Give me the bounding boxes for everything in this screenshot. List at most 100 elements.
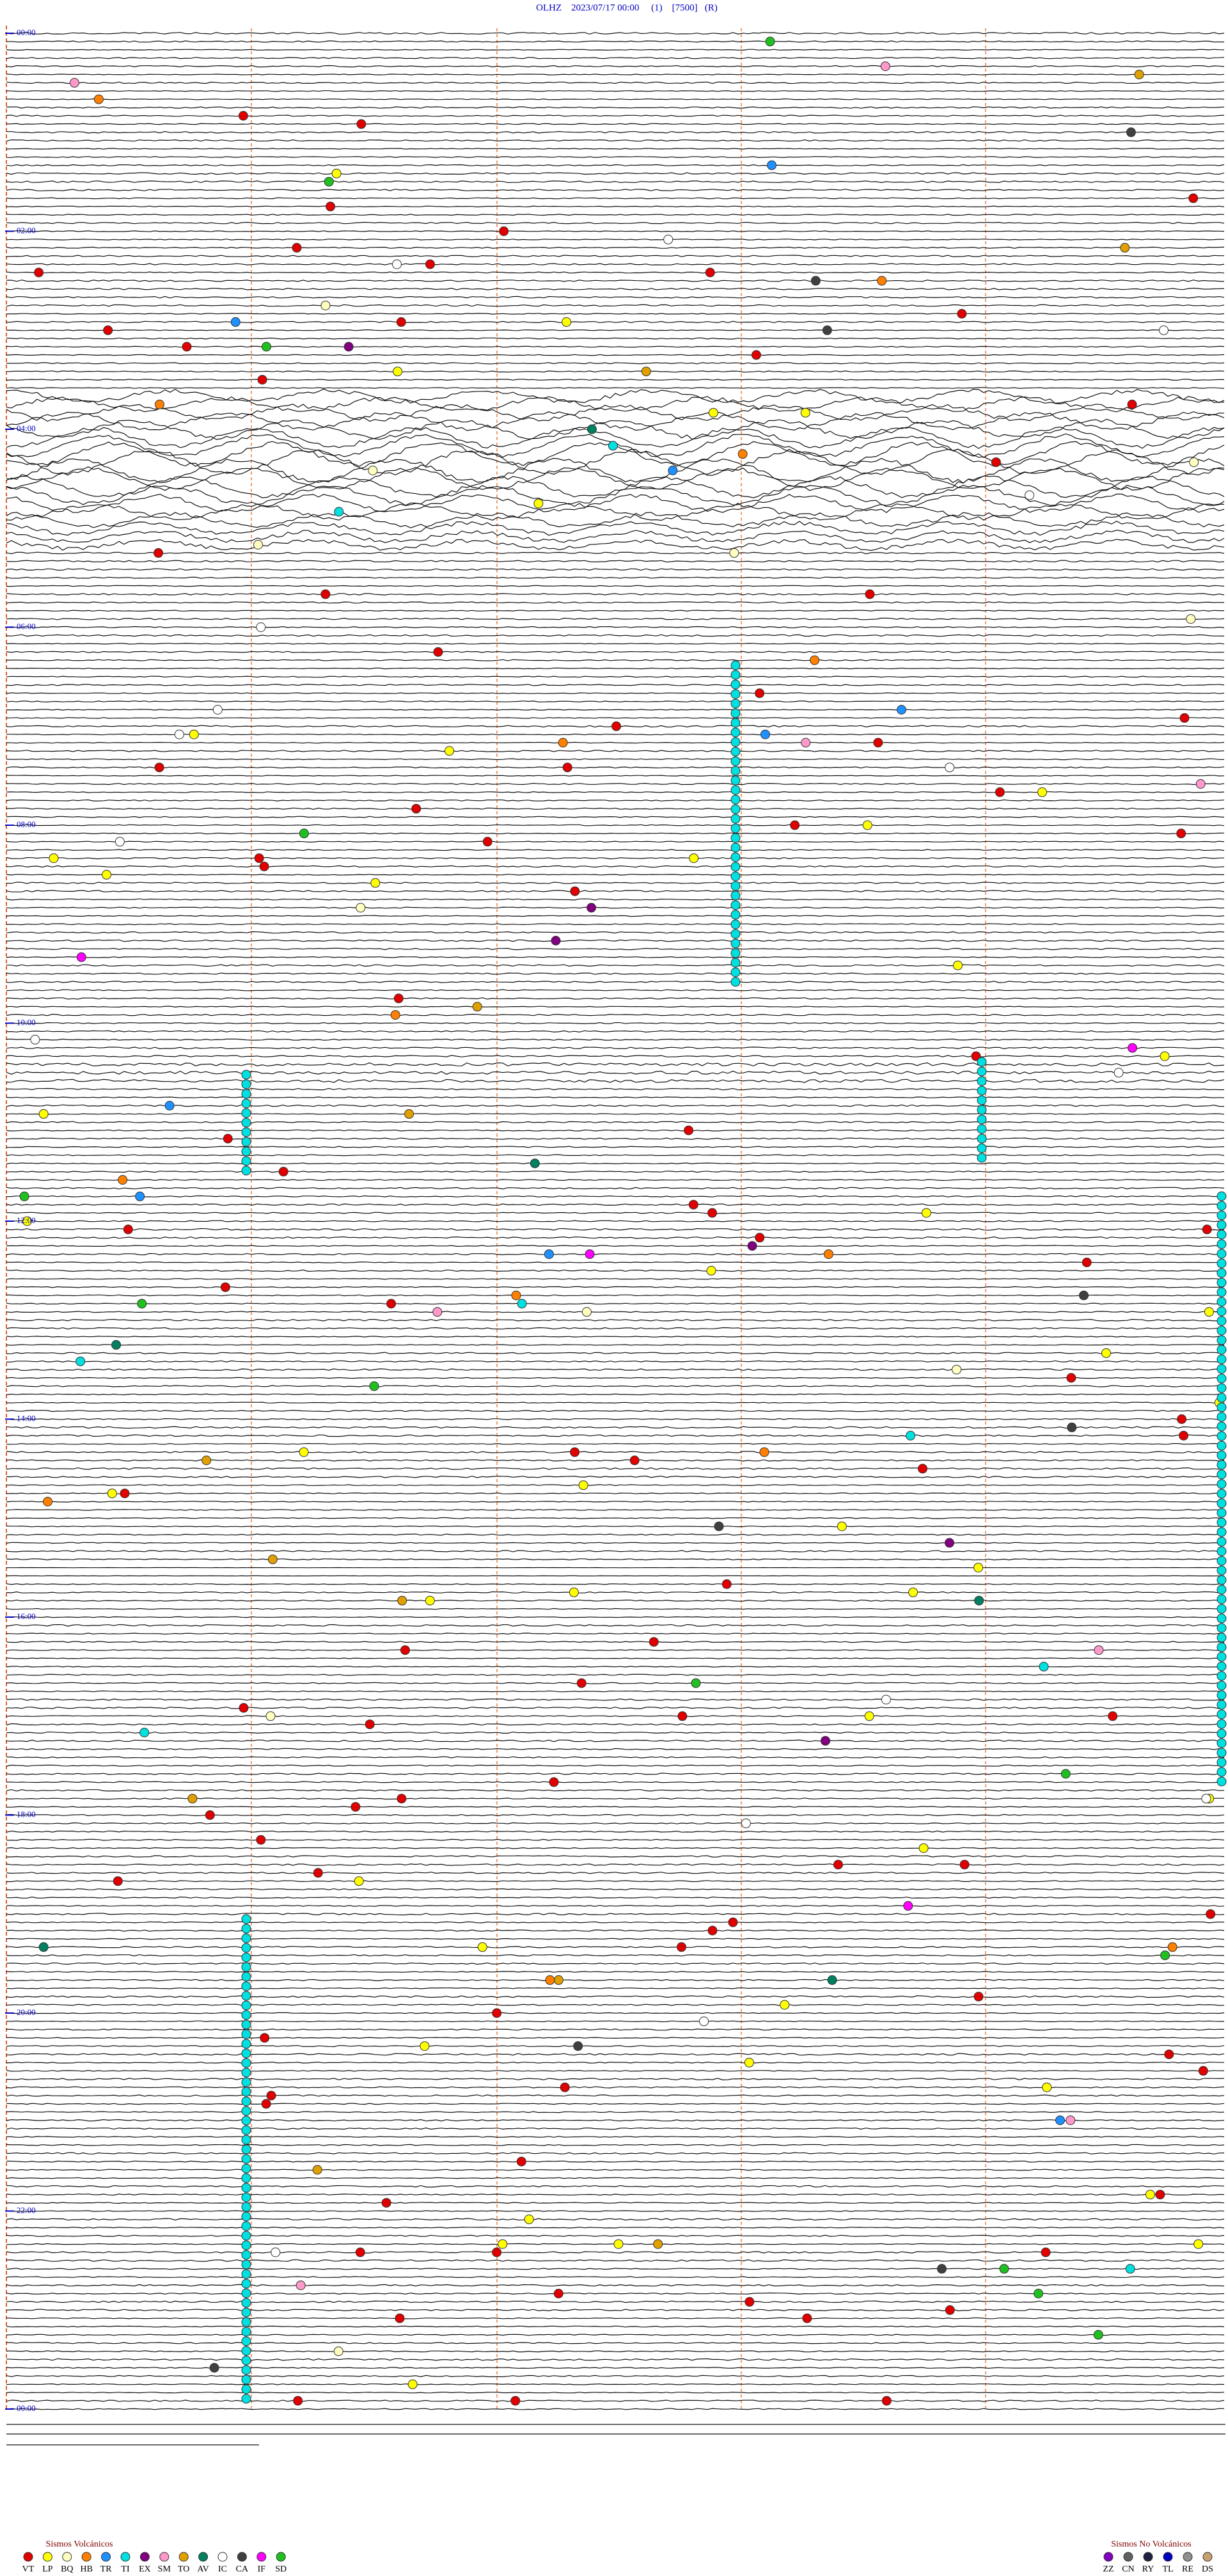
trace: [6, 1773, 1225, 1775]
legend-marker: [237, 2552, 247, 2562]
event-marker: [241, 2106, 251, 2116]
event-marker: [973, 1991, 984, 2002]
event-marker: [241, 1156, 251, 1166]
event-marker: [730, 775, 741, 786]
event-marker: [649, 1637, 659, 1647]
event-marker: [1216, 1364, 1227, 1374]
event-marker: [677, 1711, 688, 1721]
event-marker: [1216, 1517, 1227, 1528]
event-marker: [1034, 2289, 1043, 2298]
trace: [6, 881, 1225, 885]
event-marker: [241, 2010, 251, 2020]
event-marker: [1189, 457, 1199, 468]
event-marker: [767, 160, 777, 170]
event-marker: [730, 862, 741, 872]
trace: [6, 898, 1225, 901]
event-marker: [977, 1066, 987, 1077]
event-marker: [737, 449, 748, 459]
event-marker: [241, 1089, 251, 1099]
event-marker: [174, 729, 184, 739]
event-marker: [1060, 1769, 1071, 1779]
time-label: 18:00: [17, 1809, 36, 1819]
event-marker: [241, 2288, 251, 2298]
event-marker: [386, 1299, 397, 1309]
event-marker: [653, 2239, 663, 2249]
event-marker: [395, 2313, 405, 2323]
trace: [6, 1764, 1225, 1767]
event-marker: [1128, 1043, 1137, 1053]
event-marker: [400, 1645, 410, 1655]
trace: [6, 1995, 1225, 1998]
event-marker: [945, 1538, 954, 1548]
trace: [6, 130, 1225, 134]
event-marker: [744, 2296, 755, 2307]
trace: [6, 2202, 1225, 2204]
trace: [6, 337, 1225, 340]
trace: [6, 1162, 1225, 1165]
event-marker: [1216, 1316, 1227, 1326]
trace: [6, 255, 1224, 258]
event-marker: [570, 1447, 580, 1457]
time-label: 12:00: [17, 1215, 36, 1225]
event-marker: [1216, 1565, 1227, 1576]
event-marker: [102, 869, 112, 880]
event-marker: [1216, 1421, 1227, 1432]
event-marker: [107, 1489, 117, 1499]
event-marker: [759, 1447, 769, 1457]
event-marker: [111, 1339, 122, 1350]
event-marker: [1216, 1632, 1227, 1643]
event-marker: [266, 2090, 276, 2101]
trace: [6, 411, 1225, 431]
event-marker: [752, 350, 761, 360]
trace: [6, 1385, 1225, 1387]
event-marker: [404, 1109, 414, 1119]
event-marker: [241, 1991, 251, 2001]
trace: [6, 98, 1225, 100]
event-marker: [433, 647, 443, 657]
trace: [6, 1558, 1225, 1561]
event-marker: [533, 498, 544, 509]
trace: [6, 1203, 1225, 1206]
legend-code: TI: [121, 2564, 130, 2574]
event-marker: [730, 766, 741, 776]
trace: [6, 2045, 1225, 2048]
trace: [6, 1822, 1225, 1824]
trace: [6, 683, 1225, 686]
trace: [6, 1723, 1225, 1726]
event-marker: [241, 2279, 251, 2289]
event-marker: [1082, 1258, 1092, 1267]
legend-code: TL: [1162, 2564, 1173, 2574]
event-marker: [182, 342, 192, 352]
event-marker: [187, 1794, 198, 1804]
event-marker: [677, 1942, 686, 1952]
trace: [6, 2078, 1225, 2081]
trace: [6, 1368, 1225, 1371]
legend-code: IC: [218, 2564, 227, 2574]
event-marker: [1216, 1210, 1227, 1221]
trace: [6, 2012, 1225, 2014]
legend-code: RY: [1142, 2564, 1154, 2574]
event-marker: [730, 929, 741, 939]
legend-marker: [276, 2552, 286, 2562]
trace: [6, 1475, 1225, 1478]
event-marker: [730, 785, 741, 795]
trace: [6, 2268, 1225, 2270]
legend-marker: [1183, 2552, 1193, 2562]
event-marker: [241, 1166, 251, 1176]
event-marker: [1216, 1613, 1227, 1624]
event-marker: [1216, 1345, 1227, 1355]
trace: [6, 345, 1225, 348]
trace: [6, 1418, 1225, 1421]
trace: [6, 1137, 1225, 1140]
trace: [6, 139, 1225, 142]
event-marker: [1120, 242, 1130, 253]
event-marker: [241, 1108, 251, 1118]
event-marker: [1134, 70, 1144, 79]
event-marker: [730, 660, 741, 670]
trace: [6, 1146, 1225, 1148]
event-marker: [241, 2231, 251, 2241]
trace: [6, 1748, 1225, 1750]
event-marker: [241, 2135, 251, 2145]
trace: [6, 741, 1225, 744]
event-marker: [1216, 1604, 1227, 1614]
